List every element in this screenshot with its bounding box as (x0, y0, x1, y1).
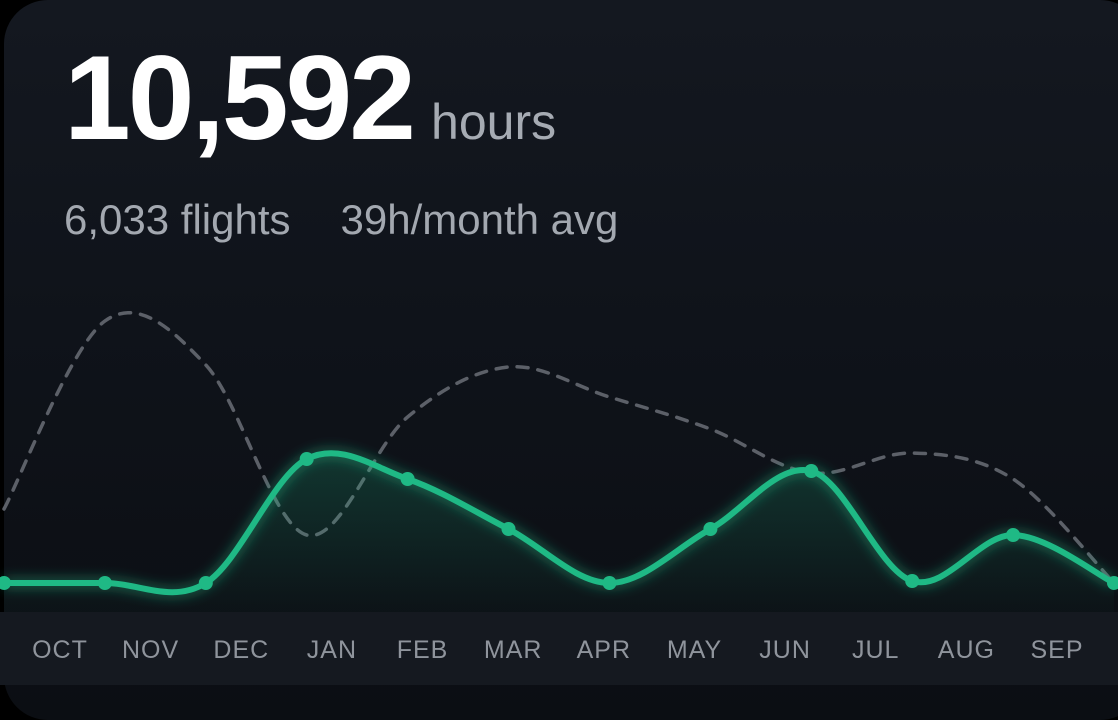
headline: 10,592 hours (64, 38, 556, 158)
x-tick-label-jun: JUN (759, 636, 811, 664)
x-tick-label-aug: AUG (938, 636, 995, 664)
data-point-may[interactable] (703, 522, 718, 536)
data-point-dec[interactable] (198, 576, 213, 590)
data-point-mar[interactable] (501, 522, 516, 536)
data-point-sep[interactable] (1107, 576, 1118, 590)
data-point-jun[interactable] (804, 464, 819, 478)
x-tick-label-jan: JAN (307, 636, 357, 664)
data-point-feb[interactable] (400, 472, 415, 486)
data-point-oct[interactable] (0, 576, 11, 590)
x-tick-label-may: MAY (667, 636, 722, 664)
x-tick-label-jul: JUL (852, 636, 899, 664)
data-point-aug[interactable] (1006, 528, 1021, 542)
x-tick-label-apr: APR (577, 636, 631, 664)
monthly-average: 39h/month avg (340, 196, 619, 243)
hours-unit-label: hours (431, 94, 557, 150)
flights-count: 6,033 flights (64, 196, 291, 243)
data-point-nov[interactable] (97, 576, 112, 590)
x-tick-label-sep: SEP (1030, 636, 1083, 664)
x-tick-label-nov: NOV (122, 636, 179, 664)
x-axis-band (0, 612, 1118, 685)
data-point-jan[interactable] (299, 452, 314, 466)
x-tick-label-mar: MAR (484, 636, 543, 664)
x-tick-label-oct: OCT (32, 636, 88, 664)
monthly-hours-chart: OCT NOV DEC JAN FEB MAR APR MAY JUN JUL AUG SEP (0, 310, 1118, 685)
data-point-jul[interactable] (905, 574, 920, 588)
x-tick-label-feb: FEB (397, 636, 449, 664)
x-tick-label-dec: DEC (213, 636, 269, 664)
total-hours-value: 10,592 (64, 31, 416, 165)
data-point-apr[interactable] (602, 576, 617, 590)
previous-period-line (2, 310, 1116, 585)
summary-stats: 6,033 flights 39h/month avg (64, 196, 618, 244)
